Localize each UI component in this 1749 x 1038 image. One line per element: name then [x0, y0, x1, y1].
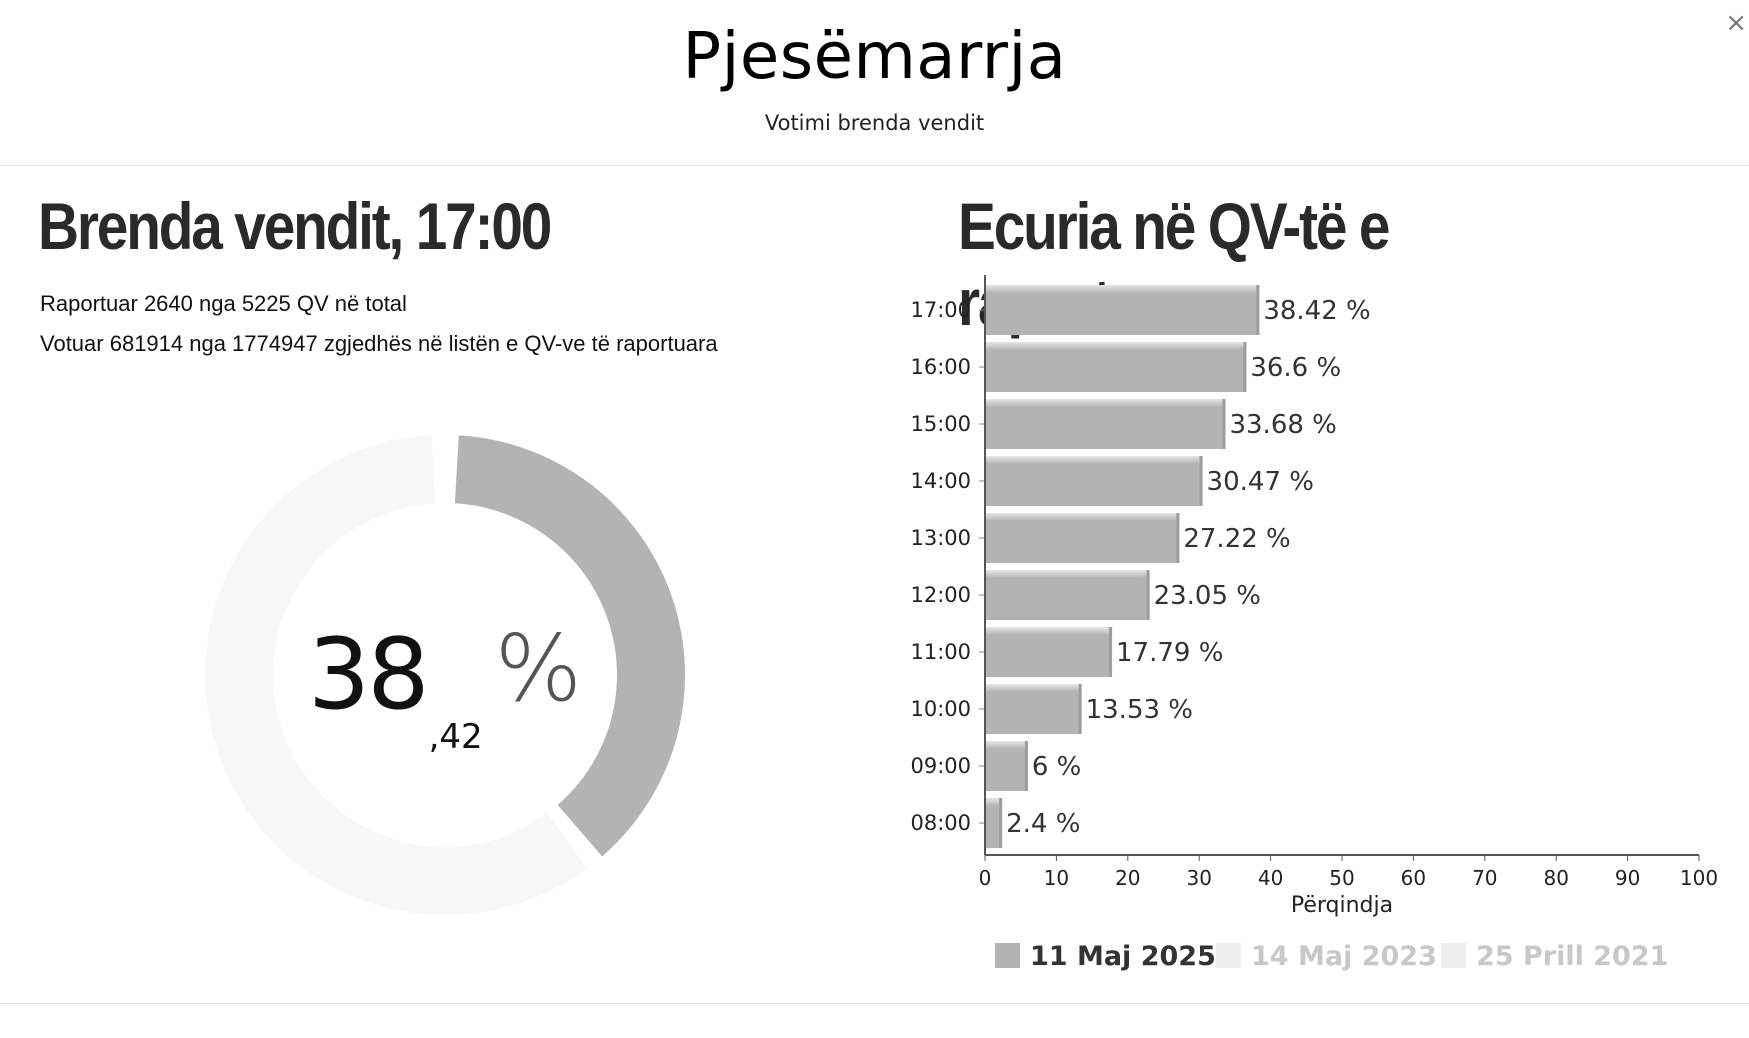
page-title: Pjesëmarrja [682, 20, 1067, 94]
bar-edge-13:00 [1176, 513, 1180, 563]
y-tick-label: 14:00 [910, 469, 971, 493]
data-label: 38.42 % [1263, 296, 1370, 326]
legend-item: 11 Maj 2025 [1030, 941, 1216, 972]
bar-highlight-08:00 [985, 798, 1003, 806]
close-button[interactable]: × [1725, 8, 1747, 38]
y-tick-label: 11:00 [910, 640, 971, 664]
bar-highlight-12:00 [985, 570, 1150, 578]
bar-edge-10:00 [1078, 684, 1082, 734]
page-header: Pjesëmarrja Votimi brenda vendit [0, 0, 1749, 165]
x-tick-label: 60 [1401, 866, 1426, 890]
x-tick-label: 90 [1615, 866, 1640, 890]
bar-12:00 [985, 570, 1150, 620]
turnout-heading: Brenda vendit, 17:00 [38, 189, 552, 263]
x-tick-label: 20 [1115, 866, 1140, 890]
y-tick-label: 08:00 [910, 811, 971, 835]
bar-edge-11:00 [1109, 627, 1113, 677]
bar-highlight-16:00 [985, 342, 1247, 350]
bar-16:00 [985, 342, 1247, 392]
data-label: 23.05 % [1154, 581, 1261, 611]
bar-edge-14:00 [1199, 456, 1203, 506]
bar-highlight-17:00 [985, 285, 1260, 293]
bar-14:00 [985, 456, 1203, 506]
page-subtitle: Votimi brenda vendit [764, 111, 985, 135]
voted-count-text: Votuar 681914 nga 1774947 zgjedhës në li… [40, 331, 718, 356]
bar-highlight-13:00 [985, 513, 1180, 521]
x-tick-label: 70 [1472, 866, 1497, 890]
legend-swatch [1441, 943, 1466, 968]
x-tick-label: 50 [1329, 866, 1354, 890]
x-tick-label: 80 [1543, 866, 1568, 890]
bar-highlight-10:00 [985, 684, 1082, 692]
bar-11:00 [985, 627, 1113, 677]
legend-swatch [995, 943, 1020, 968]
donut-fill [454, 435, 685, 857]
data-label: 17.79 % [1116, 638, 1223, 668]
data-label: 30.47 % [1207, 467, 1314, 497]
legend-swatch [1216, 943, 1241, 968]
bar-09:00 [985, 741, 1028, 791]
y-tick-label: 12:00 [910, 583, 971, 607]
turnout-integer: 38 [307, 618, 430, 732]
bar-highlight-14:00 [985, 456, 1203, 464]
bar-edge-12:00 [1146, 570, 1150, 620]
data-label: 13.53 % [1086, 695, 1193, 725]
bar-highlight-11:00 [985, 627, 1113, 635]
donut-track [205, 435, 588, 915]
bar-highlight-09:00 [985, 741, 1028, 749]
turnout-decimal: ,42 [428, 717, 483, 757]
bar-highlight-15:00 [985, 399, 1226, 407]
x-tick-label: 10 [1044, 866, 1069, 890]
data-label: 27.22 % [1183, 524, 1290, 554]
bar-13:00 [985, 513, 1180, 563]
bar-edge-09:00 [1024, 741, 1028, 791]
x-tick-label: 100 [1680, 866, 1718, 890]
bar-10:00 [985, 684, 1082, 734]
bar-15:00 [985, 399, 1226, 449]
bar-08:00 [985, 798, 1003, 848]
y-tick-label: 09:00 [910, 754, 971, 778]
bar-17:00 [985, 285, 1260, 335]
data-label: 36.6 % [1250, 353, 1341, 383]
bar-edge-08:00 [999, 798, 1003, 848]
turnout-donut: 38 ,42 % [200, 435, 690, 915]
bar-edge-16:00 [1243, 342, 1247, 392]
data-label: 33.68 % [1229, 410, 1336, 440]
x-axis-label: Përqindja [1291, 893, 1393, 918]
data-label: 2.4 % [1006, 809, 1080, 839]
turnout-value: 38 ,42 % [200, 435, 690, 915]
legend-item: 25 Prill 2021 [1476, 941, 1668, 972]
x-tick-label: 0 [979, 866, 992, 890]
data-label: 6 % [1032, 752, 1082, 782]
footer-divider [0, 1003, 1749, 1004]
x-tick-label: 40 [1258, 866, 1283, 890]
y-tick-label: 16:00 [910, 355, 971, 379]
y-tick-label: 15:00 [910, 412, 971, 436]
bar-edge-17:00 [1256, 285, 1260, 335]
x-tick-label: 30 [1186, 866, 1211, 890]
turnout-bar-chart: 17:00 38.42 % 16:00 36.6 % 15:00 33.68 % 14:00… [900, 275, 1730, 1000]
y-tick-label: 10:00 [910, 697, 971, 721]
y-tick-label: 17:00 [910, 298, 971, 322]
reported-stations-text: Raportuar 2640 nga 5225 QV në total [40, 291, 407, 316]
y-tick-label: 13:00 [910, 526, 971, 550]
legend-item: 14 Maj 2023 [1251, 941, 1437, 972]
header-divider [0, 165, 1749, 166]
bar-edge-15:00 [1222, 399, 1226, 449]
turnout-percent-sign: % [494, 614, 583, 722]
